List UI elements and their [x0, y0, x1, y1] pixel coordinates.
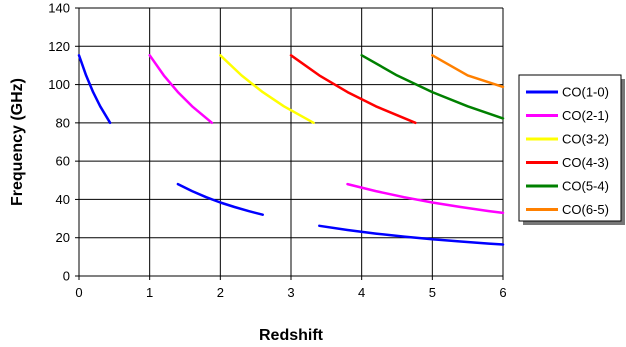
- x-tick-label: 2: [217, 285, 224, 300]
- x-axis-title: Redshift: [259, 327, 324, 344]
- y-tick-label: 120: [48, 39, 70, 54]
- series-co-6-5: [431, 54, 505, 89]
- y-axis-title: Frequency (GHz): [9, 78, 26, 206]
- grid-lines: [75, 7, 504, 280]
- x-tick-label: 3: [287, 285, 294, 300]
- legend-label: CO(5-4): [562, 179, 609, 194]
- y-tick-label: 0: [63, 269, 70, 284]
- y-tick-label: 140: [48, 1, 70, 16]
- series-co-3-2: [219, 54, 315, 125]
- x-tick-label: 4: [358, 285, 365, 300]
- y-tick-label: 100: [48, 77, 70, 92]
- series-co-5-4: [360, 54, 505, 120]
- y-tick-label: 40: [56, 192, 70, 207]
- series-line-segment: [346, 182, 505, 215]
- legend-box: [518, 74, 622, 222]
- series-co-2-1: [148, 54, 505, 215]
- x-tick-label: 5: [429, 285, 436, 300]
- series-line-segment: [360, 54, 505, 120]
- series-line-segment: [431, 54, 505, 89]
- y-tick-labels: 0 20 40 60 80 100 120 140: [48, 1, 70, 284]
- series-co-1-0: [77, 54, 505, 246]
- x-tick-label: 1: [146, 285, 153, 300]
- plot-axes: [78, 8, 503, 277]
- x-tick-labels: 0 1 2 3 4 5 6: [75, 285, 506, 300]
- series-line-segment: [176, 182, 264, 216]
- series-lines: [77, 54, 505, 246]
- x-tick-label: 6: [499, 285, 506, 300]
- legend: CO(1-0) CO(2-1) CO(3-2) CO(4-3) CO(5-4) CO(6-…: [518, 74, 625, 225]
- legend-label: CO(2-1): [562, 108, 609, 123]
- series-line-segment: [289, 54, 417, 125]
- x-tick-label: 0: [75, 285, 82, 300]
- series-line-segment: [148, 54, 214, 125]
- legend-label: CO(6-5): [562, 202, 609, 217]
- legend-label: CO(4-3): [562, 155, 609, 170]
- legend-label: CO(1-0): [562, 85, 609, 100]
- y-tick-label: 20: [56, 230, 70, 245]
- series-co-4-3: [289, 54, 417, 125]
- series-line-segment: [219, 54, 315, 125]
- series-line-segment: [77, 54, 112, 125]
- legend-items: CO(1-0) CO(2-1) CO(3-2) CO(4-3) CO(5-4) CO(6-…: [526, 85, 609, 217]
- series-line-segment: [318, 224, 505, 246]
- legend-label: CO(3-2): [562, 132, 609, 147]
- y-tick-label: 60: [56, 154, 70, 169]
- y-tick-label: 80: [56, 115, 70, 130]
